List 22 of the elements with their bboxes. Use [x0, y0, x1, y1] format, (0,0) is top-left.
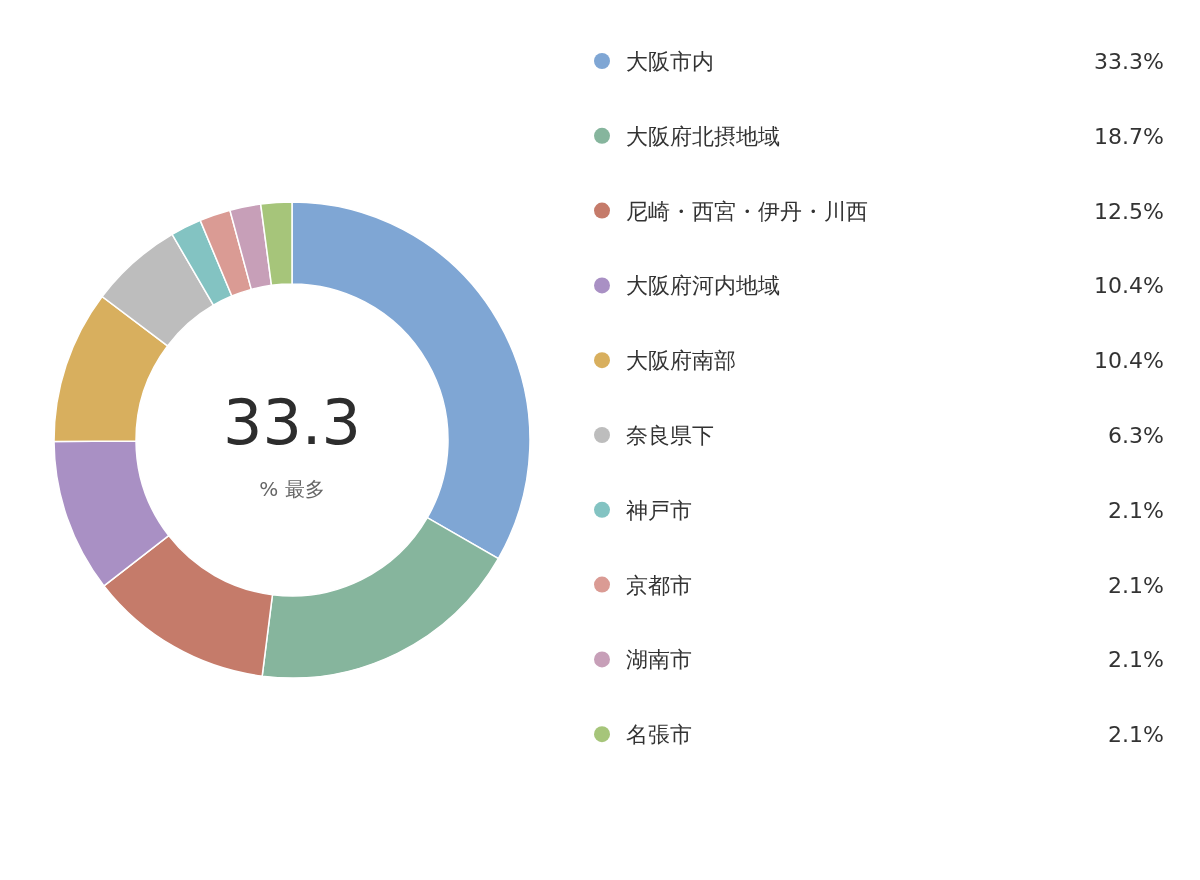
data-label: 2.1% [1108, 722, 1164, 748]
legend-label: 神戸市 [626, 497, 692, 523]
legend-label: 尼崎・西宮・伊丹・川西 [626, 198, 868, 224]
text: % 最多 [259, 477, 325, 501]
legend-label: 京都市 [626, 572, 692, 598]
text: 33.3 [222, 386, 362, 459]
legend-label: 湖南市 [626, 647, 692, 673]
legend-label: 大阪府北摂地域 [626, 123, 780, 149]
data-label: 10.4% [1094, 348, 1164, 374]
legend-label: 奈良県下 [626, 423, 714, 448]
data-label: 6.3% [1108, 423, 1164, 448]
data-label: 2.1% [1108, 572, 1164, 598]
data-label: 33.3% [1094, 49, 1164, 74]
data-label: 2.1% [1108, 497, 1164, 523]
data-label: 18.7% [1094, 123, 1164, 149]
data-label: 2.1% [1108, 647, 1164, 673]
data-label: 10.4% [1094, 273, 1164, 299]
legend-label: 大阪市内 [626, 49, 714, 74]
data-label: 12.5% [1094, 198, 1164, 224]
legend-label: 名張市 [626, 722, 692, 748]
legend-label: 大阪府河内地域 [626, 273, 780, 299]
legend-label: 大阪府南部 [626, 348, 736, 374]
